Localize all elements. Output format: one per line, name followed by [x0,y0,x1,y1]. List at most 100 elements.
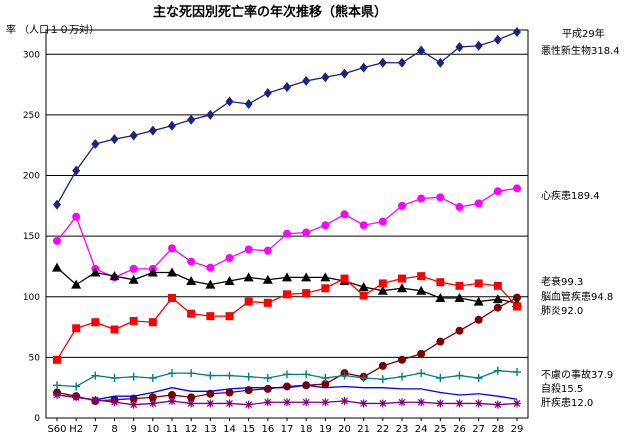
y-tick-label: 250 [23,111,40,121]
data-point [377,285,388,295]
data-point [186,275,197,285]
legend-entry: 脳血管疾患94.8 [541,290,613,303]
data-point [187,309,196,318]
data-point [262,274,273,284]
data-point [473,296,484,306]
data-point [53,355,61,364]
legend-entry: 肺炎92.0 [541,305,583,317]
data-point [416,285,427,295]
data-point [455,326,464,335]
x-tick-label: 15 [242,424,255,435]
data-point [168,390,176,399]
data-point [205,279,216,289]
data-point [263,298,272,307]
data-point [513,184,521,193]
x-tick-label: 8 [111,424,117,435]
data-point [474,40,483,51]
legend: 悪性新生物318.4 心疾患189.4 老衰99.3 脳血管疾患94.8 肺炎92.0 不… [541,44,620,409]
data-point [167,267,177,277]
data-point [474,399,483,408]
data-point [493,34,502,45]
series-line [56,384,518,401]
data-point [302,75,311,86]
data-point [225,253,234,262]
data-point [72,393,81,402]
data-point [147,267,158,277]
data-point [91,395,100,404]
data-point [53,381,61,390]
data-point [244,297,253,306]
legend-entry: 老衰99.3 [541,275,583,288]
data-point [206,109,215,120]
series-none [56,384,518,401]
data-point [378,361,387,370]
data-point [244,98,253,109]
data-point [244,400,253,409]
data-point [283,398,291,407]
data-point [263,373,272,382]
data-point [397,283,407,293]
data-point [455,281,464,290]
data-point [243,272,254,282]
x-tick-label: 24 [415,424,428,435]
y-tick-label: 50 [29,353,41,363]
data-point [340,371,349,380]
data-point [435,292,446,302]
x-tick-label: 23 [396,424,409,435]
data-point [321,373,330,382]
data-point [187,399,196,408]
data-point [321,284,330,293]
data-point [129,400,138,409]
data-point [244,245,253,254]
data-point [302,228,311,237]
x-tick-label: 13 [204,424,217,435]
x-tick-label: 18 [300,424,313,435]
data-point [129,372,138,381]
data-point [513,302,521,311]
data-point [263,384,272,393]
data-point [90,267,101,277]
data-point [320,272,331,282]
data-point [493,281,502,290]
data-point [283,290,291,299]
data-point [436,278,445,287]
series-plus [53,366,521,391]
data-point [378,57,387,68]
data-point [474,373,483,382]
x-tick-label: 7 [92,424,98,435]
data-point [168,120,176,131]
data-point [187,114,196,125]
data-point [398,201,406,210]
data-point [436,373,445,382]
data-point [340,274,349,283]
data-point [224,275,235,285]
data-point [72,165,81,176]
data-point [492,294,503,304]
data-point [493,187,502,196]
data-point [474,279,483,288]
x-tick-label: 19 [319,424,332,435]
data-point [53,390,61,399]
x-tick-label: H2 [69,424,83,435]
chart-title: 主な死因別死亡率の年次推移（熊本県） [153,4,387,20]
data-point [358,282,369,292]
data-point [321,380,330,389]
data-point [53,199,61,210]
data-point [398,274,406,283]
data-point [52,262,62,272]
data-point [148,373,157,382]
data-point [206,371,215,380]
x-tick-label: 29 [511,424,524,435]
data-point [398,355,406,364]
data-point [109,271,120,281]
data-point [283,370,291,379]
data-point [263,246,272,255]
data-point [493,366,502,375]
series-square [53,272,521,364]
data-point [148,393,157,402]
data-point [359,221,368,230]
data-point [359,62,368,73]
data-point [71,279,82,289]
data-point [436,337,445,346]
x-tick-label: 25 [434,424,447,435]
